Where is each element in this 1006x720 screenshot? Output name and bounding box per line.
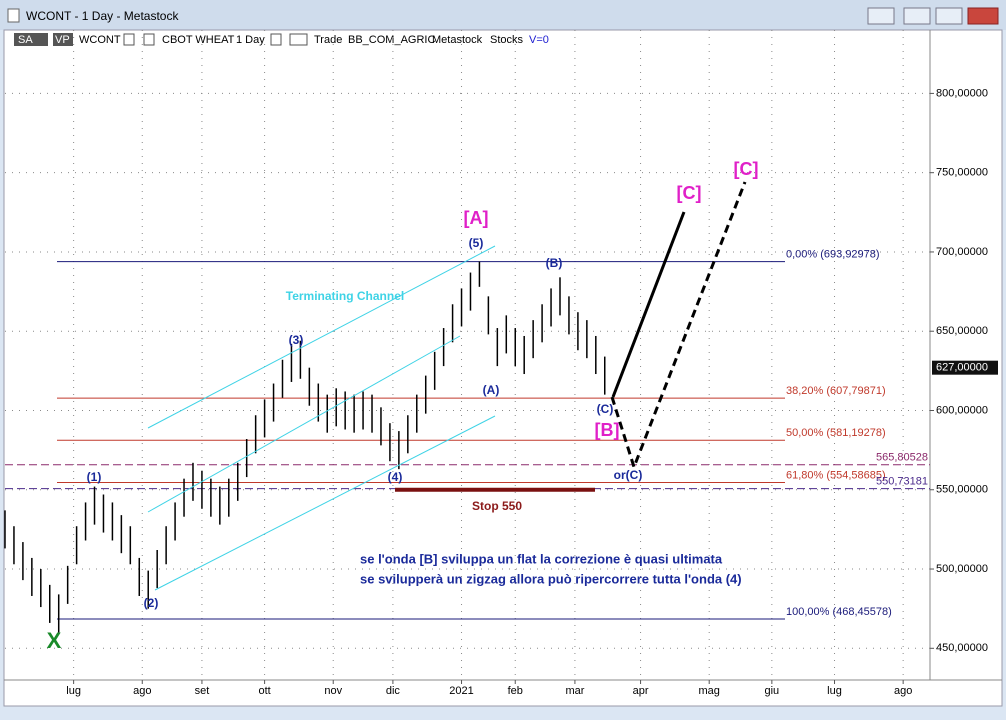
toolbar-item[interactable]: Metastock [432, 34, 483, 46]
y-tick-label: 600,00000 [936, 404, 988, 416]
x-tick-label: set [195, 685, 210, 697]
channel-line [147, 335, 461, 513]
window-title: WCONT - 1 Day - Metastock [26, 9, 179, 23]
dropdown[interactable] [270, 33, 282, 46]
comment: se svilupperà un zigzag allora può riper… [360, 571, 742, 586]
toolbar-item[interactable]: WCONT [79, 34, 121, 46]
vp-button[interactable] [53, 33, 73, 46]
toolbar-item[interactable]: V=0 [529, 34, 549, 46]
wave-label: [B] [595, 420, 620, 440]
toolbar-item[interactable]: 1 Day [236, 34, 265, 46]
y-tick-label: 450,00000 [936, 642, 988, 654]
channel-line [154, 415, 496, 591]
chart-area [3, 29, 1003, 707]
dropdown[interactable] [289, 33, 308, 46]
wave-label: (2) [144, 596, 159, 610]
toolbar-item[interactable]: VP [55, 34, 70, 46]
title-bar [0, 0, 1006, 30]
last-price-box [932, 360, 998, 375]
x-tick-label: giu [765, 685, 780, 697]
toolbar-item[interactable]: CBOT WHEAT [162, 34, 235, 46]
projection-line [611, 211, 686, 398]
level-label: 550,73181 [876, 476, 928, 488]
toolbar-item[interactable]: Stocks [490, 34, 524, 46]
fib-label: 100,00% (468,45578) [786, 606, 892, 618]
last-price-label: 627,00000 [936, 362, 988, 374]
dropdown[interactable] [123, 33, 135, 46]
x-tick-label: dic [386, 685, 401, 697]
x-tick-label: ago [894, 685, 912, 697]
level-label: 565,80528 [876, 452, 928, 464]
app-icon [7, 8, 20, 23]
wave-label: [A] [464, 208, 489, 228]
wave-label: (1) [87, 470, 102, 484]
wave-label: (4) [388, 470, 403, 484]
stop-label: Stop 550 [472, 499, 522, 513]
x-tick-label: feb [508, 685, 523, 697]
toolbar-item[interactable]: BB_COM_AGRIC [348, 34, 435, 46]
x-tick-label: ago [133, 685, 151, 697]
y-tick-label: 800,00000 [936, 87, 988, 99]
fib-label: 0,00% (693,92978) [786, 248, 880, 260]
channel-label: Terminating Channel [286, 289, 404, 303]
wave-label: or(C) [614, 468, 643, 482]
x-tick-label: lug [66, 685, 81, 697]
restore-button[interactable] [867, 7, 895, 25]
minimize-button[interactable] [903, 7, 931, 25]
toolbar-item[interactable]: SA [18, 34, 33, 46]
close-button[interactable] [967, 7, 999, 25]
channel-line [147, 245, 496, 429]
y-tick-label: 650,00000 [936, 325, 988, 337]
wave-label: (C) [597, 402, 614, 416]
toolbar-item[interactable]: Trade [314, 34, 342, 46]
projection-line [610, 181, 747, 472]
wave-label: (A) [483, 383, 500, 397]
x-tick-label: nov [324, 685, 342, 697]
grid: 450,00000 500,00000 550,00000 600,00000 650,… [5, 30, 998, 697]
x-tick-label: ott [258, 685, 270, 697]
x-tick-label: lug [827, 685, 842, 697]
comment: se l'onda [B] sviluppa un flat la correz… [360, 551, 723, 566]
wave-label: [C] [677, 183, 702, 203]
wave-label: (5) [469, 236, 484, 250]
dropdown[interactable] [143, 33, 155, 46]
y-tick-label: 700,00000 [936, 246, 988, 258]
wave-label: X [47, 628, 62, 653]
x-tick-label: apr [633, 685, 649, 697]
y-tick-label: 500,00000 [936, 563, 988, 575]
fib-label: 38,20% (607,79871) [786, 385, 886, 397]
x-tick-label: 2021 [449, 685, 473, 697]
x-tick-label: mag [698, 685, 719, 697]
wave-label: (B) [546, 256, 563, 270]
maximize-button[interactable] [935, 7, 963, 25]
y-tick-label: 550,00000 [936, 484, 988, 496]
wave-label: (3) [289, 333, 304, 347]
wave-label: [C] [734, 159, 759, 179]
fib-label: 50,00% (581,19278) [786, 427, 886, 439]
sa-button[interactable] [14, 33, 48, 46]
x-tick-label: mar [565, 685, 584, 697]
fib-label: 61,80% (554,58685) [786, 469, 886, 481]
y-tick-label: 750,00000 [936, 167, 988, 179]
